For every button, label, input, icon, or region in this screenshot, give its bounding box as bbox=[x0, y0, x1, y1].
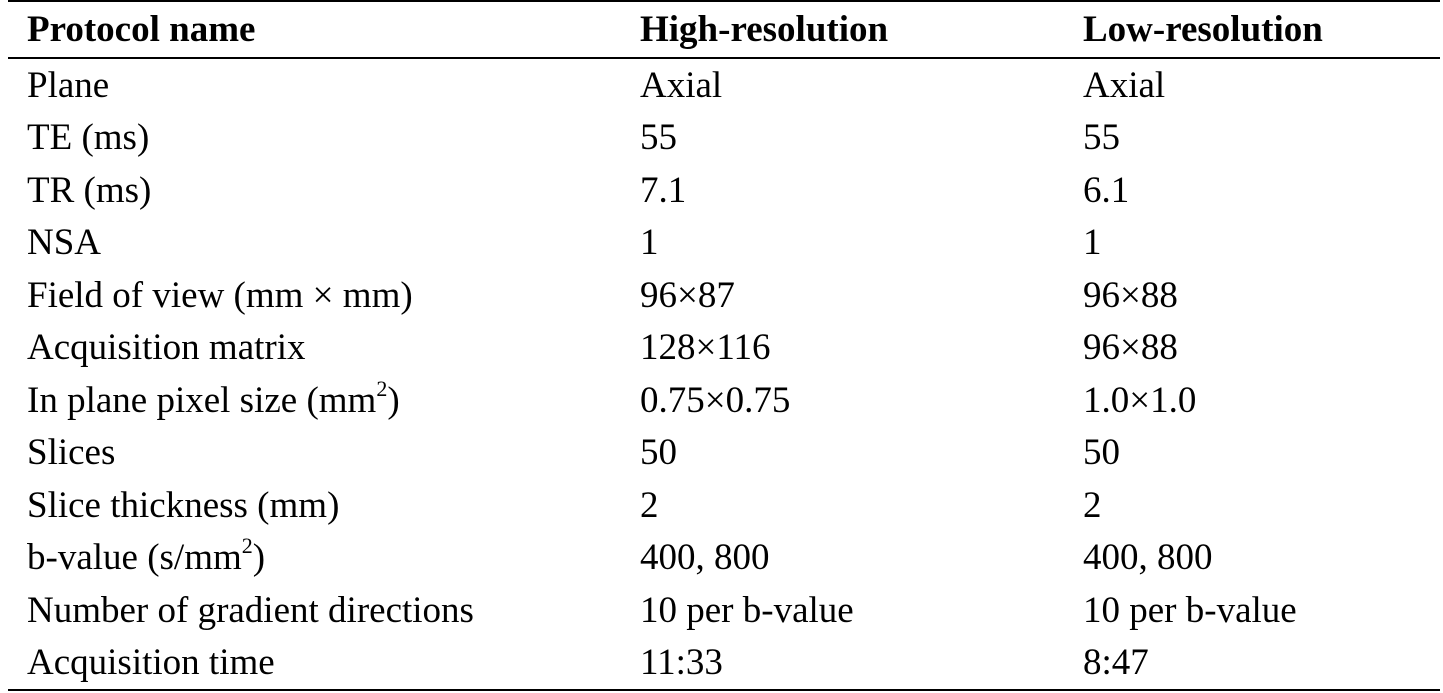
table-row: Acquisition matrix 128×116 96×88 bbox=[8, 322, 1440, 375]
label-text: Number of gradient directions bbox=[27, 589, 474, 631]
header-cell: Low-resolution bbox=[1083, 9, 1323, 50]
label-text: Acquisition time bbox=[27, 642, 275, 684]
row-label: TE (ms) bbox=[8, 112, 640, 165]
value-cell: 50 bbox=[640, 432, 677, 474]
header-row: Protocol name High-resolution Low-resoluti… bbox=[8, 1, 1440, 58]
row-label: Plane bbox=[8, 58, 640, 112]
row-label: Number of gradient directions bbox=[8, 584, 640, 637]
table-row: Number of gradient directions 10 per b-va… bbox=[8, 584, 1440, 637]
value-cell: 2 bbox=[1083, 484, 1102, 526]
header-cell: Protocol name bbox=[27, 9, 256, 50]
row-label: Acquisition time bbox=[8, 637, 640, 691]
label-text: Field of view (mm × mm) bbox=[27, 274, 413, 316]
value-cell: Axial bbox=[640, 64, 723, 106]
value-cell: Axial bbox=[1083, 64, 1166, 106]
value-cell: 55 bbox=[1083, 117, 1120, 159]
value-cell: 11:33 bbox=[640, 642, 723, 684]
label-tail: ) bbox=[387, 379, 400, 421]
value-cell: 400, 800 bbox=[640, 537, 770, 579]
label-text: NSA bbox=[27, 222, 102, 264]
row-label: Acquisition matrix bbox=[8, 322, 640, 375]
table-row: NSA 1 1 bbox=[8, 217, 1440, 270]
table-row: Acquisition time 11:33 8:47 bbox=[8, 637, 1440, 691]
label-text: TR (ms) bbox=[27, 169, 152, 211]
value-cell: 128×116 bbox=[640, 327, 771, 369]
header-cell: High-resolution bbox=[640, 9, 889, 50]
label-text: Slice thickness (mm) bbox=[27, 484, 340, 526]
protocol-table: Protocol name High-resolution Low-resoluti… bbox=[8, 0, 1440, 691]
value-cell: 55 bbox=[640, 117, 677, 159]
row-label: Slice thickness (mm) bbox=[8, 479, 640, 532]
value-cell: 1 bbox=[1083, 222, 1102, 264]
table-row: TE (ms) 55 55 bbox=[8, 112, 1440, 165]
table-row: b-value (s/mm2) 400, 800 400, 800 bbox=[8, 532, 1440, 585]
value-cell: 0.75×0.75 bbox=[640, 379, 791, 421]
row-label: In plane pixel size (mm2) bbox=[8, 374, 640, 427]
superscript: 2 bbox=[376, 375, 388, 401]
value-cell: 96×88 bbox=[1083, 327, 1178, 369]
label-text: Plane bbox=[27, 64, 110, 106]
value-cell: 8:47 bbox=[1083, 642, 1149, 684]
table-row: Field of view (mm × mm) 96×87 96×88 bbox=[8, 269, 1440, 322]
superscript: 2 bbox=[241, 533, 253, 559]
row-label: TR (ms) bbox=[8, 164, 640, 217]
value-cell: 50 bbox=[1083, 432, 1120, 474]
label-tail: ) bbox=[252, 537, 266, 579]
table-row: Plane Axial Axial bbox=[8, 58, 1440, 112]
label-text: TE (ms) bbox=[27, 117, 150, 159]
value-cell: 96×87 bbox=[640, 274, 735, 316]
label-text: In plane pixel size (mm bbox=[27, 379, 377, 421]
table-row: Slices 50 50 bbox=[8, 427, 1440, 480]
table-row: Slice thickness (mm) 2 2 bbox=[8, 479, 1440, 532]
value-cell: 10 per b-value bbox=[640, 589, 854, 631]
row-label: Field of view (mm × mm) bbox=[8, 269, 640, 322]
label-text: Acquisition matrix bbox=[27, 327, 306, 369]
row-label: Slices bbox=[8, 427, 640, 480]
value-cell: 6.1 bbox=[1083, 169, 1130, 211]
value-cell: 1.0×1.0 bbox=[1083, 379, 1197, 421]
label-text: b-value (s/mm bbox=[27, 537, 242, 579]
table-row: TR (ms) 7.1 6.1 bbox=[8, 164, 1440, 217]
table-row: In plane pixel size (mm2) 0.75×0.75 1.0×1.… bbox=[8, 374, 1440, 427]
value-cell: 1 bbox=[640, 222, 659, 264]
table-container: Protocol name High-resolution Low-resoluti… bbox=[8, 0, 1440, 691]
value-cell: 7.1 bbox=[640, 169, 687, 211]
value-cell: 10 per b-value bbox=[1083, 589, 1297, 631]
label-text: Slices bbox=[27, 432, 116, 474]
row-label: b-value (s/mm2) bbox=[8, 532, 640, 585]
row-label: NSA bbox=[8, 217, 640, 270]
value-cell: 400, 800 bbox=[1083, 537, 1213, 579]
value-cell: 96×88 bbox=[1083, 274, 1178, 316]
value-cell: 2 bbox=[640, 484, 659, 526]
table-body: Plane Axial Axial TE (ms) 55 55 TR (ms) 7.1 6.1 N… bbox=[8, 58, 1440, 690]
table-header: Protocol name High-resolution Low-resoluti… bbox=[8, 1, 1440, 58]
